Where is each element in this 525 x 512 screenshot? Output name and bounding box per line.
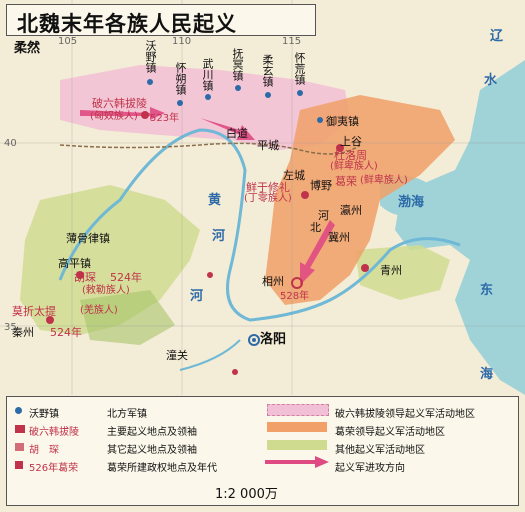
title-box: 北魏末年各族人民起义 [6, 4, 316, 36]
rebel-duluo-sub: (鲜卑族人) [330, 161, 378, 172]
rebel-hu: 胡琛 [74, 271, 96, 284]
legend-area2: 葛荣领导起义军活动地区 [335, 427, 445, 438]
other-rebel-area-qing [355, 245, 450, 300]
rebel-gerong: 葛荣 [335, 175, 357, 188]
rebel-year-528: 528年 [280, 291, 310, 302]
water-liao: 辽 [490, 29, 504, 44]
place-baidao: 白道 [226, 127, 248, 140]
legend-scale: 1:2 000万 [215, 487, 278, 502]
place-rouxuan: 柔玄镇 [261, 54, 274, 87]
place-huaihuang: 怀荒镇 [293, 52, 306, 85]
coord-115: 115 [282, 36, 302, 47]
sea-area [395, 60, 525, 395]
legend-area1-swatch [267, 404, 329, 416]
rebel-mozhe-sub: (羌族人) [80, 305, 118, 316]
place-shanggu: 上谷 [340, 135, 362, 148]
water-donghai: 东 [480, 283, 494, 298]
place-tongguan: 潼关 [166, 349, 188, 362]
legend-garrison-sym: 沃野镇 [29, 409, 59, 420]
grid [0, 0, 525, 395]
great-wall [59, 142, 361, 155]
water-donghai-2: 海 [480, 367, 494, 382]
place-qingzhou: 青州 [380, 264, 402, 277]
place-gaoping: 高平镇 [58, 257, 91, 270]
legend-gerong-desc: 葛荣所建政权地点及年代 [107, 463, 217, 474]
place-xiangzhou: 相州 [262, 275, 284, 288]
coord-105: 105 [58, 36, 78, 47]
legend-area2-swatch [267, 422, 327, 432]
other-rebel-area-qin [80, 290, 175, 345]
legend-area3: 其他起义军活动地区 [335, 445, 425, 456]
rebel-markers [46, 111, 369, 375]
place-zuocheng: 左城 [283, 169, 305, 182]
rebel-xianyu-sub: (丁零族人) [244, 193, 292, 204]
rebel-mozhe: 莫折太提 [12, 305, 56, 318]
water-yellow-river-2: 河 [212, 229, 226, 244]
poliuhan-area [60, 65, 350, 150]
legend-main-desc: 主要起义地点及领袖 [107, 427, 197, 438]
coord-35: 35 [4, 322, 17, 333]
north-label: 柔然 [14, 41, 41, 56]
water-bohai: 渤海 [398, 195, 425, 210]
place-qinzhou: 秦州 [12, 326, 34, 339]
rebel-gerong-sub: (鲜卑族人) [360, 175, 408, 186]
rebel-hu-year: 524年 [110, 271, 142, 284]
attack-arrows [80, 107, 335, 285]
place-yuyi: 御夷镇 [326, 115, 359, 128]
legend: 沃野镇 北方军镇 破六韩拔陵 主要起义地点及领袖 胡 琛 其它起义地点及领袖 5… [6, 396, 519, 506]
place-bozhou: 薄骨律镇 [66, 232, 110, 245]
legend-main-sym: 破六韩拔陵 [29, 427, 79, 438]
place-pingcheng: 平城 [257, 139, 279, 152]
water-bei: 北 [310, 221, 321, 234]
place-fuming: 抚冥镇 [231, 48, 244, 81]
legend-main-icon [15, 425, 25, 433]
rebel-xianyu: 鲜于修礼 [246, 181, 290, 194]
wei-river [179, 339, 241, 371]
rebel-year-523: 523年 [150, 113, 180, 124]
place-woye: 沃野镇 [144, 40, 157, 73]
rebel-mozhe-year: 524年 [50, 326, 82, 339]
place-huaishuo: 怀朔镇 [174, 62, 187, 95]
city-markers [248, 277, 303, 346]
place-yingzhou: 瀛州 [340, 204, 362, 217]
legend-area1: 破六韩拔陵领导起义军活动地区 [335, 409, 475, 420]
place-wuchuan: 武川镇 [201, 58, 214, 91]
legend-arrow-icon [265, 456, 329, 468]
water-yellow-river: 黄 [208, 193, 222, 208]
legend-gerong-sym: 526年葛荣 [29, 463, 79, 474]
legend-other-desc: 其它起义地点及领袖 [107, 445, 197, 456]
rebel-poliuhan: 破六韩拔陵 [92, 97, 147, 110]
rebel-duluo: 杜洛周 [334, 149, 367, 162]
place-luoyang: 洛阳 [260, 332, 287, 347]
legend-arrow-desc: 起义军进攻方向 [335, 463, 405, 474]
water-yellow-river-3: 河 [190, 289, 204, 304]
rebel-hu-sub: (敕勒族人) [82, 285, 130, 296]
coord-110: 110 [172, 36, 192, 47]
legend-garrison-desc: 北方军镇 [107, 409, 147, 420]
legend-other-icon [15, 443, 24, 451]
legend-other-sym: 胡 琛 [29, 445, 59, 456]
rebel-poliuhan-sub: (匈奴族人) [90, 111, 138, 122]
legend-area3-swatch [267, 440, 327, 450]
legend-garrison-dot [15, 407, 22, 414]
garrison-dots [147, 79, 323, 123]
legend-gerong-icon [15, 461, 23, 469]
water-liao-2: 水 [484, 73, 498, 88]
map-title: 北魏末年各族人民起义 [17, 12, 237, 36]
water-he: 河 [318, 209, 329, 222]
place-jizhou: 冀州 [328, 231, 350, 244]
place-boye: 博野 [310, 179, 332, 192]
yellow-river [58, 128, 461, 322]
coord-40: 40 [4, 138, 17, 149]
